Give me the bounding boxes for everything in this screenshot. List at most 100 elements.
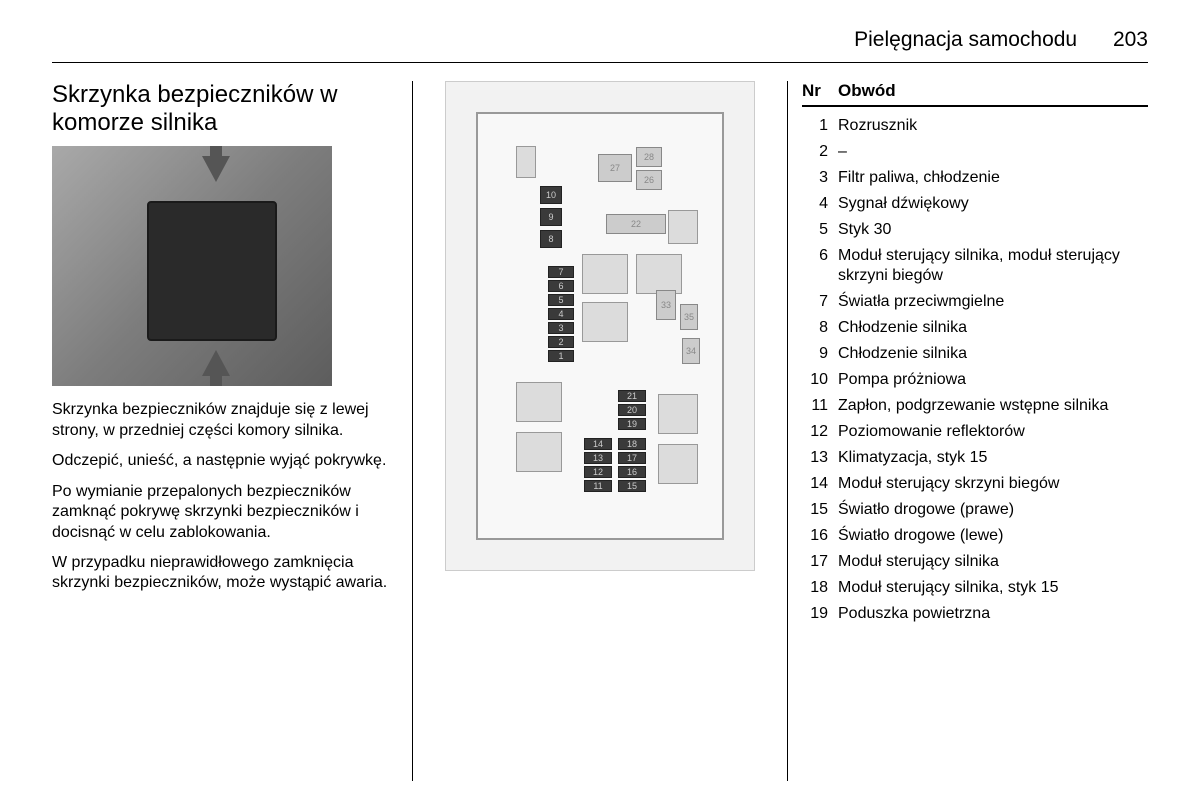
table-row: 2– [802,139,1148,165]
table-row: 11Zapłon, podgrzewanie wstępne silnika [802,393,1148,419]
relay [516,382,562,422]
fuse-27: 27 [598,154,632,182]
table-row: 3 Filtr paliwa, chłodzenie [802,165,1148,191]
row-desc: Moduł sterujący silnika, styk 15 [838,578,1148,598]
fuse-3: 3 [548,322,574,334]
fuse-19: 19 [618,418,646,430]
table-row: 6 Moduł sterujący silnika, moduł sterując… [802,243,1148,289]
row-desc: Światła przeciwmgielne [838,292,1148,312]
fuse-6: 6 [548,280,574,292]
table-body: 1Rozrusznik2–3Filtr paliwa, chłodzenie4S… [802,113,1148,627]
row-nr: 18 [802,578,828,598]
fuse-14: 14 [584,438,612,450]
row-nr: 9 [802,344,828,364]
table-row: 15 Światło drogowe (prawe) [802,497,1148,523]
fuse-2: 2 [548,336,574,348]
fuse-10: 10 [540,186,562,204]
fuse-8: 8 [540,230,562,248]
relay [582,254,628,294]
row-nr: 17 [802,552,828,572]
row-desc: Światło drogowe (lewe) [838,526,1148,546]
row-nr: 3 [802,168,828,188]
row-desc: Chłodzenie silnika [838,318,1148,338]
fuse-1: 1 [548,350,574,362]
relay [668,210,698,244]
row-nr: 14 [802,474,828,494]
relay [516,432,562,472]
row-desc: Moduł sterujący silnika [838,552,1148,572]
paragraph: W przypadku nieprawidłowego zamknięcia s… [52,553,398,594]
paragraph: Po wymianie przepalonych bezpieczników z… [52,482,398,543]
fuse-11: 11 [584,480,612,492]
row-nr: 12 [802,422,828,442]
content-columns: Skrzynka bezpieczników w komorze silnika… [52,81,1148,781]
arrow-up-icon [202,350,230,376]
page-header: Pielęgnacja samochodu 203 [52,28,1148,63]
row-nr: 16 [802,526,828,546]
fusebox-lid [147,201,277,341]
diagram-inner: 1098765432121201914181317121611152728262… [476,112,724,540]
paragraph: Odczepić, unieść, a następnie wyjąć pokr… [52,451,398,471]
table-row: 5Styk 30 [802,217,1148,243]
row-desc: Moduł sterujący silnika, moduł sterujący… [838,246,1148,286]
table-row: 4 Sygnał dźwiękowy [802,191,1148,217]
table-row: 1Rozrusznik [802,113,1148,139]
fuse-16: 16 [618,466,646,478]
row-desc: Pompa próżniowa [838,370,1148,390]
row-desc: – [838,142,1148,162]
table-row: 7 Światła przeciwmgielne [802,289,1148,315]
table-row: 12 Poziomowanie reflektorów [802,419,1148,445]
table-row: 13Klimatyzacja, styk 15 [802,445,1148,471]
page-number: 203 [1113,28,1148,51]
fuse-5: 5 [548,294,574,306]
row-desc: Zapłon, podgrzewanie wstępne silnika [838,396,1148,416]
fuse-28: 28 [636,147,662,167]
row-desc: Moduł sterujący skrzyni biegów [838,474,1148,494]
relay [658,444,698,484]
fuse-13: 13 [584,452,612,464]
fuse-12: 12 [584,466,612,478]
row-desc: Sygnał dźwiękowy [838,194,1148,214]
fuse-4: 4 [548,308,574,320]
row-nr: 10 [802,370,828,390]
row-desc: Filtr paliwa, chłodzenie [838,168,1148,188]
row-desc: Chłodzenie silnika [838,344,1148,364]
row-nr: 7 [802,292,828,312]
relay [516,146,536,178]
relay [636,254,682,294]
fuse-7: 7 [548,266,574,278]
section-title: Skrzynka bezpieczników w komorze silnika [52,81,398,136]
table-row: 8Chłodzenie silnika [802,315,1148,341]
row-nr: 19 [802,604,828,624]
column-1: Skrzynka bezpieczników w komorze silnika… [52,81,413,781]
fuse-17: 17 [618,452,646,464]
row-desc: Światło drogowe (prawe) [838,500,1148,520]
fuse-21: 21 [618,390,646,402]
relay [582,302,628,342]
row-desc: Poduszka powietrzna [838,604,1148,624]
fusebox-diagram: 1098765432121201914181317121611152728262… [445,81,755,571]
fuse-33: 33 [656,290,676,320]
fuse-35: 35 [680,304,698,330]
fuse-table: Nr Obwód 1Rozrusznik2–3Filtr paliwa, chł… [802,81,1148,627]
column-3: Nr Obwód 1Rozrusznik2–3Filtr paliwa, chł… [788,81,1148,781]
paragraph: Skrzynka bezpieczników znajduje się z le… [52,400,398,441]
header-nr: Nr [802,81,828,101]
row-nr: 5 [802,220,828,240]
row-nr: 2 [802,142,828,162]
fuse-22: 22 [606,214,666,234]
row-nr: 15 [802,500,828,520]
fuse-18: 18 [618,438,646,450]
table-row: 14 Moduł sterujący skrzyni biegów [802,471,1148,497]
row-nr: 6 [802,246,828,266]
table-row: 17 Moduł sterujący silnika [802,549,1148,575]
column-2: 1098765432121201914181317121611152728262… [413,81,788,781]
fuse-26: 26 [636,170,662,190]
row-nr: 4 [802,194,828,214]
row-nr: 1 [802,116,828,136]
row-desc: Poziomowanie reflektorów [838,422,1148,442]
fuse-20: 20 [618,404,646,416]
relay [658,394,698,434]
fuse-15: 15 [618,480,646,492]
table-row: 10 Pompa próżniowa [802,367,1148,393]
